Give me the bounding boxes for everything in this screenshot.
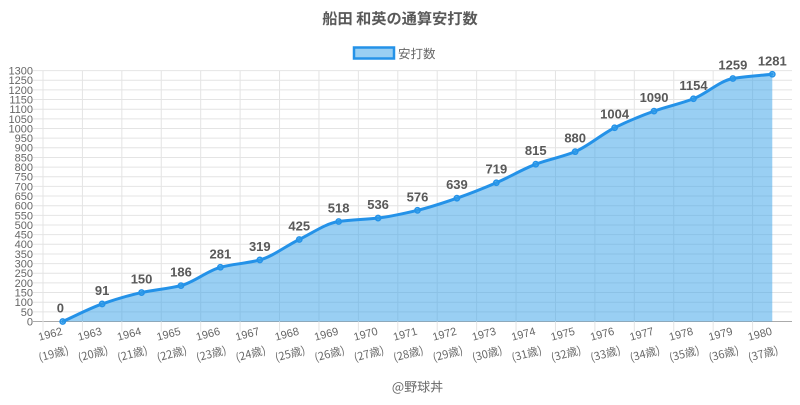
svg-text:1250: 1250: [9, 75, 33, 87]
svg-text:0: 0: [57, 301, 64, 316]
svg-text:150: 150: [15, 287, 33, 299]
svg-text:186: 186: [170, 265, 192, 280]
svg-text:1966: 1966: [195, 326, 222, 344]
svg-text:281: 281: [210, 246, 232, 261]
svg-text:50: 50: [21, 307, 33, 319]
svg-text:1978: 1978: [668, 326, 695, 344]
svg-text:1968: 1968: [274, 326, 301, 344]
svg-text:536: 536: [367, 197, 389, 212]
svg-text:400: 400: [15, 239, 33, 251]
svg-text:650: 650: [15, 191, 33, 203]
svg-text:880: 880: [564, 131, 586, 146]
svg-text:450: 450: [15, 230, 33, 242]
svg-text:1979: 1979: [707, 326, 734, 344]
svg-text:1975: 1975: [550, 326, 577, 344]
svg-text:1000: 1000: [9, 123, 33, 135]
svg-text:1090: 1090: [640, 90, 669, 105]
svg-text:1259: 1259: [718, 58, 747, 73]
svg-text:500: 500: [15, 220, 33, 232]
svg-text:425: 425: [288, 218, 310, 233]
svg-text:1050: 1050: [9, 114, 33, 126]
svg-text:1963: 1963: [77, 326, 104, 344]
svg-text:815: 815: [525, 143, 547, 158]
svg-text:1150: 1150: [9, 94, 33, 106]
svg-text:518: 518: [328, 201, 350, 216]
svg-text:576: 576: [407, 189, 429, 204]
svg-text:1004: 1004: [600, 107, 630, 122]
svg-text:1971: 1971: [392, 326, 419, 344]
svg-text:300: 300: [15, 259, 33, 271]
svg-text:639: 639: [446, 177, 468, 192]
svg-text:0: 0: [27, 316, 33, 328]
svg-text:100: 100: [15, 297, 33, 309]
svg-text:1200: 1200: [9, 85, 33, 97]
svg-text:1973: 1973: [471, 326, 498, 344]
svg-text:550: 550: [15, 210, 33, 222]
svg-text:850: 850: [15, 152, 33, 164]
svg-text:319: 319: [249, 239, 271, 254]
svg-text:719: 719: [485, 162, 507, 177]
svg-text:1974: 1974: [510, 326, 537, 344]
svg-text:1962: 1962: [37, 326, 64, 344]
svg-text:800: 800: [15, 162, 33, 174]
svg-text:1281: 1281: [758, 53, 787, 68]
svg-text:150: 150: [131, 272, 153, 287]
svg-text:200: 200: [15, 278, 33, 290]
svg-text:1970: 1970: [352, 326, 379, 344]
svg-text:1154: 1154: [679, 78, 708, 93]
svg-text:600: 600: [15, 201, 33, 213]
svg-text:1964: 1964: [116, 326, 143, 344]
svg-text:950: 950: [15, 133, 33, 145]
svg-text:750: 750: [15, 172, 33, 184]
svg-text:1969: 1969: [313, 326, 340, 344]
svg-text:700: 700: [15, 181, 33, 193]
svg-text:1300: 1300: [9, 66, 33, 78]
svg-text:1100: 1100: [9, 104, 33, 116]
svg-text:1977: 1977: [628, 326, 655, 344]
svg-text:1965: 1965: [155, 326, 182, 344]
svg-text:1972: 1972: [431, 326, 458, 344]
svg-text:1976: 1976: [589, 326, 616, 344]
svg-text:1980: 1980: [747, 326, 774, 344]
svg-text:900: 900: [15, 143, 33, 155]
svg-text:350: 350: [15, 249, 33, 261]
svg-text:1967: 1967: [234, 326, 261, 344]
svg-text:91: 91: [95, 283, 109, 298]
svg-text:250: 250: [15, 268, 33, 280]
